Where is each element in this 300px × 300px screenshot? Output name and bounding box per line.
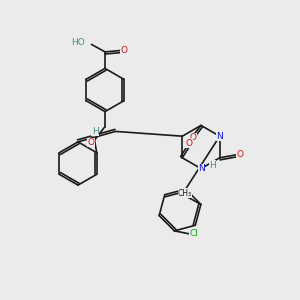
Text: N: N — [198, 164, 205, 173]
Text: CH₃: CH₃ — [178, 189, 192, 198]
Text: O: O — [87, 138, 94, 147]
Text: O: O — [190, 133, 197, 142]
Text: O: O — [185, 139, 193, 148]
Text: H: H — [92, 127, 99, 136]
Text: N: N — [216, 132, 223, 141]
Text: O: O — [120, 46, 128, 55]
Text: Cl: Cl — [190, 230, 198, 238]
Text: H: H — [209, 160, 216, 169]
Text: O: O — [236, 150, 243, 159]
Text: HO: HO — [71, 38, 85, 47]
